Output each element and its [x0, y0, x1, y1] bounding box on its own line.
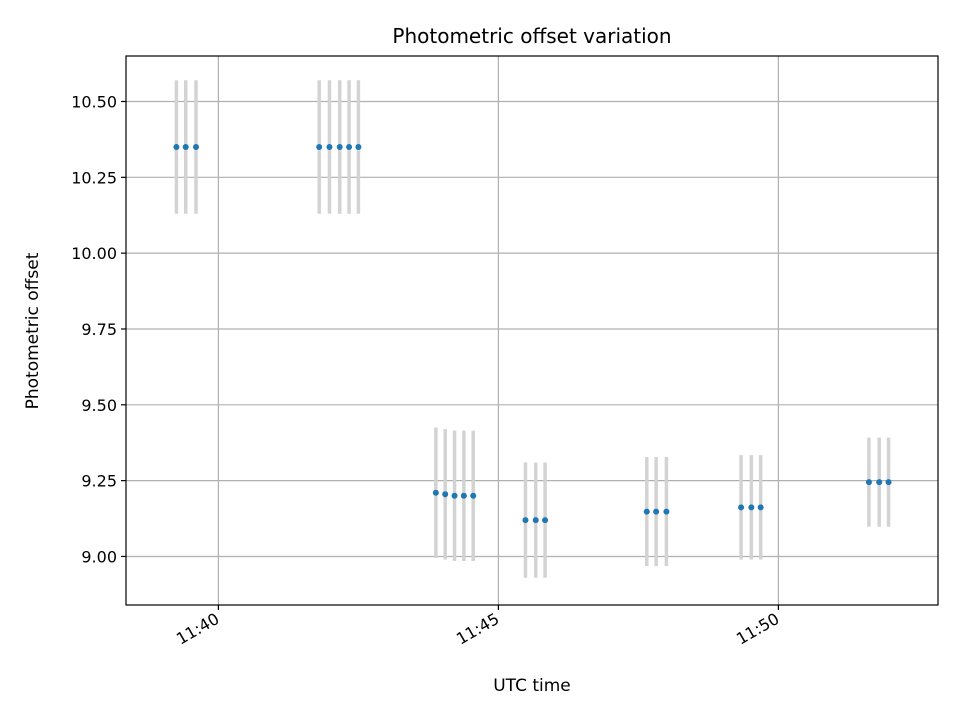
data-point [865, 479, 872, 486]
data-point [748, 504, 755, 511]
y-tick-label: 10.50 [71, 92, 117, 111]
data-point [451, 492, 458, 499]
chart-title: Photometric offset variation [392, 24, 671, 48]
data-point [643, 508, 650, 515]
data-points [173, 143, 892, 524]
data-point [663, 508, 670, 515]
y-tick-label: 9.50 [81, 396, 117, 415]
data-point [182, 143, 189, 150]
data-point [442, 491, 449, 498]
y-tick-label: 9.75 [81, 320, 117, 339]
y-tick-label: 9.25 [81, 472, 117, 491]
y-axis-label: Photometric offset [23, 252, 43, 409]
data-point [336, 143, 343, 150]
data-point [522, 517, 529, 524]
data-point [653, 508, 660, 515]
data-point [316, 143, 323, 150]
x-axis-label: UTC time [493, 676, 571, 696]
data-point [757, 504, 764, 511]
y-axis-ticks: 9.00 9.25 9.50 9.75 10.00 10.25 10.50 [71, 92, 126, 566]
data-point [355, 143, 362, 150]
data-point [173, 143, 180, 150]
y-tick-label: 10.25 [71, 168, 117, 187]
y-tick-label: 9.00 [81, 547, 117, 566]
y-tick-label: 10.00 [71, 244, 117, 263]
data-point [470, 492, 477, 499]
data-point [542, 517, 549, 524]
data-point [346, 143, 353, 150]
data-point [460, 492, 467, 499]
data-point [885, 479, 892, 486]
grid [126, 56, 938, 605]
data-point [738, 504, 745, 511]
data-point [532, 517, 539, 524]
plot-frame [125, 55, 939, 606]
data-point [193, 143, 199, 150]
data-point [326, 143, 333, 150]
data-point [432, 489, 439, 496]
data-point [876, 479, 883, 486]
